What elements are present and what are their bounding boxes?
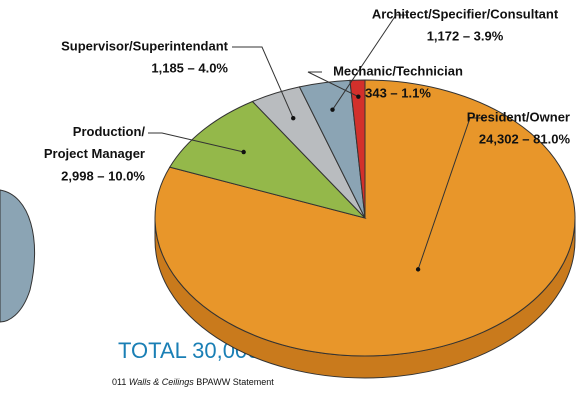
slice-label: Architect/Specifier/Consultant xyxy=(372,6,559,21)
slice-label: Production/Project Manager xyxy=(44,124,146,161)
source-part: 011 xyxy=(112,377,129,387)
value-label: 1,185 – 4.0% xyxy=(151,60,228,75)
slice-label: Mechanic/Technician xyxy=(333,63,463,78)
leader-line xyxy=(148,132,244,153)
leader-dot xyxy=(241,149,246,155)
pie-slice xyxy=(349,79,366,219)
leader-line xyxy=(232,46,294,119)
leader-dot xyxy=(356,94,361,99)
leader-line xyxy=(332,14,408,110)
source-part: BPAWW Statement xyxy=(194,377,275,387)
source: 011 Walls & Ceilings BPAWW Statement xyxy=(112,377,274,387)
leader-line xyxy=(307,71,359,98)
pie-slice xyxy=(169,100,367,219)
value-label: 1,172 – 3.9% xyxy=(427,28,504,43)
cropped-pie xyxy=(0,189,36,323)
slice-label: President/Owner xyxy=(467,109,570,124)
leader-line xyxy=(417,117,485,270)
value-label: 343 – 1.1% xyxy=(365,85,431,100)
slice-label: Supervisor/Superintendant xyxy=(61,38,229,53)
label-line: Project Manager xyxy=(44,146,145,161)
source-part: Walls & Ceilings xyxy=(129,377,194,387)
leader-dot xyxy=(330,107,335,112)
leader-dot xyxy=(291,115,296,121)
leader-dot xyxy=(415,267,421,272)
label-line: Production/ xyxy=(73,124,146,139)
value-label: 2,998 – 10.0% xyxy=(61,168,145,183)
value-label: 24,302 – 81.0% xyxy=(479,131,571,146)
